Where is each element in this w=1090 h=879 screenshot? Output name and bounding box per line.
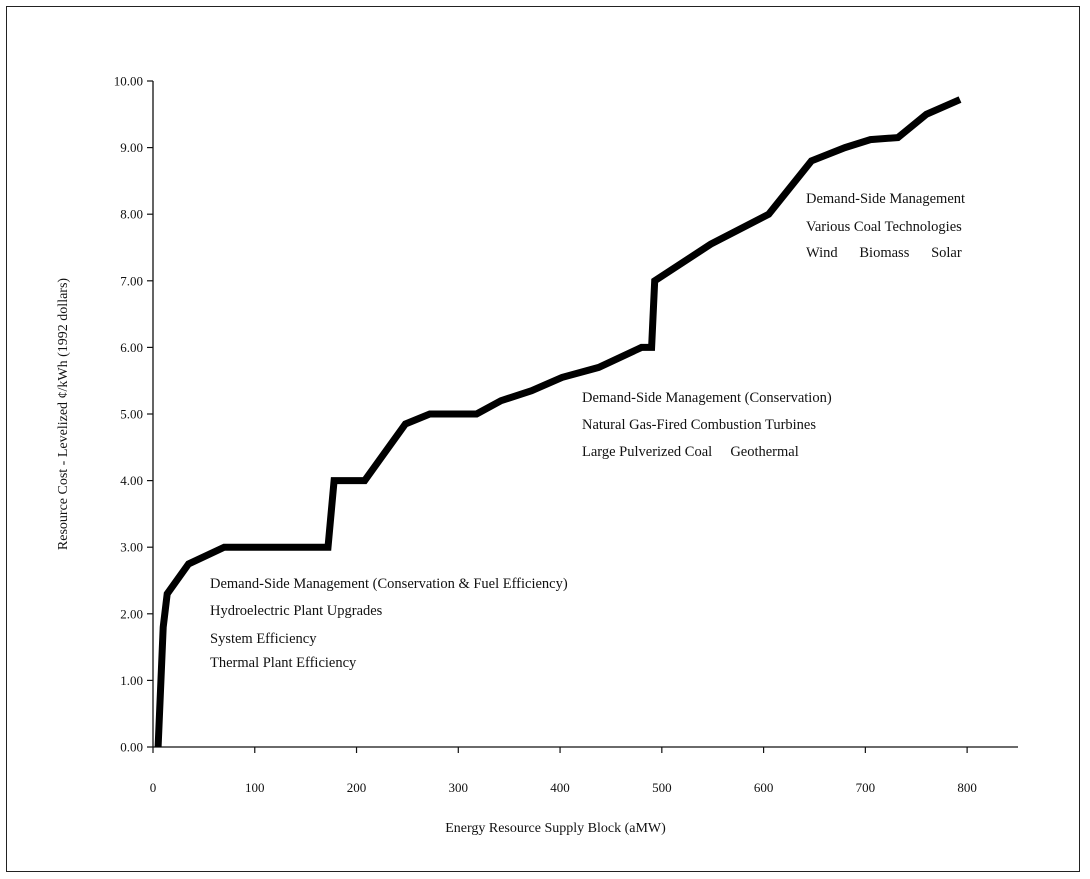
annotation-mid-line-2: Natural Gas-Fired Combustion Turbines [582,417,816,433]
x-tick-label: 200 [347,780,367,795]
annotation-high-line-2: Various Coal Technologies [806,219,962,235]
x-axis-label: Energy Resource Supply Block (aMW) [445,821,666,836]
x-tick-label: 600 [754,780,774,795]
y-tick-label: 10.00 [114,74,143,89]
y-tick-label: 7.00 [120,273,143,288]
y-axis-label: Resource Cost - Levelized ¢/kWh (1992 do… [56,278,71,550]
y-ticks: 0.00 1.00 2.00 3.00 4.00 5.00 6.00 7.00 8.00 9.00… [114,74,153,755]
x-tick-label: 0 [150,780,157,795]
annotations: Demand-Side Management (Conservation & F… [210,191,965,671]
axes [153,81,1018,747]
annotation-mid-line-3: Large Pulverized Coal Geothermal [582,444,799,460]
annotation-low-line-4: Thermal Plant Efficiency [210,655,357,671]
annotation-low-line-2: Hydroelectric Plant Upgrades [210,603,383,619]
y-tick-label: 4.00 [120,473,143,488]
x-tick-label: 400 [550,780,570,795]
y-tick-label: 2.00 [120,606,143,621]
x-tick-label: 500 [652,780,672,795]
y-tick-label: 1.00 [120,673,143,688]
y-tick-label: 5.00 [120,407,143,422]
x-tick-label: 100 [245,780,265,795]
annotation-high-line-1: Demand-Side Management [806,191,965,207]
y-tick-label: 0.00 [120,740,143,755]
annotation-mid-line-1: Demand-Side Management (Conservation) [582,390,832,406]
annotation-low-line-3: System Efficiency [210,631,317,647]
x-ticks: 0 100 200 300 400 500 600 700 800 [150,747,977,795]
y-tick-label: 3.00 [120,540,143,555]
x-tick-label: 800 [957,780,977,795]
y-tick-label: 6.00 [120,340,143,355]
annotation-high-line-3: Wind Biomass Solar [806,245,962,261]
y-tick-label: 9.00 [120,140,143,155]
x-tick-label: 300 [449,780,469,795]
x-tick-label: 700 [856,780,876,795]
y-tick-label: 8.00 [120,207,143,222]
annotation-low-line-1: Demand-Side Management (Conservation & F… [210,576,568,592]
